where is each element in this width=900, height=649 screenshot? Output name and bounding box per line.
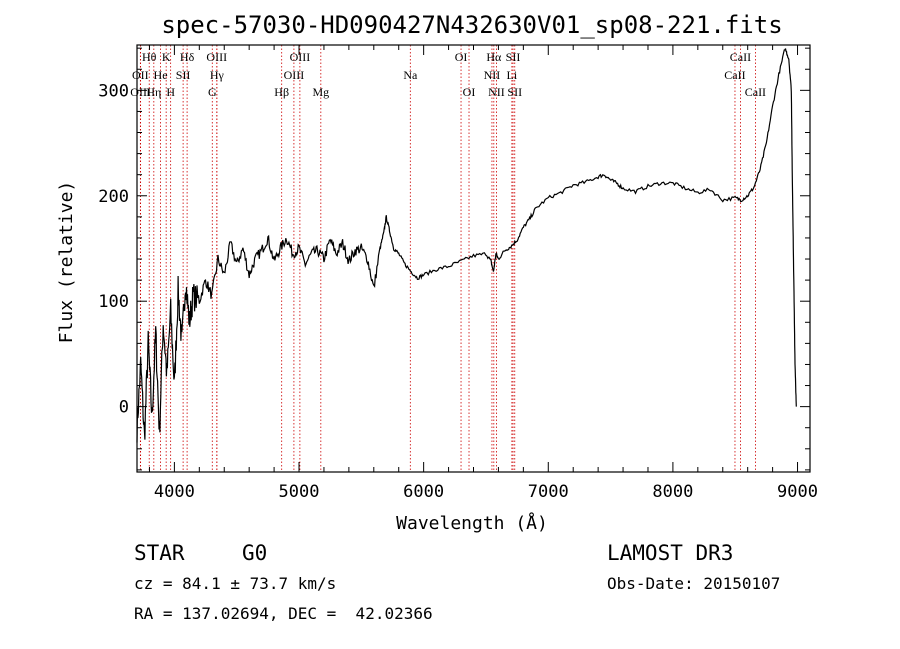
marker-label-16: Na	[403, 68, 418, 82]
marker-label-10: Hγ	[210, 68, 225, 82]
marker-label-22: SII	[506, 50, 521, 64]
marker-label-12: Hβ	[274, 85, 289, 99]
marker-label-26: CaII	[724, 68, 745, 82]
marker-label-14: OIII	[284, 68, 305, 82]
coordinates: RA = 137.02694, DEC = 42.02366	[134, 604, 433, 623]
marker-label-6: H	[166, 85, 175, 99]
marker-label-5: K	[162, 50, 171, 64]
x-tick-label: 4000	[154, 482, 195, 502]
marker-label-8: Hδ	[180, 50, 195, 64]
x-tick-label: 6000	[403, 482, 444, 502]
marker-label-18: OI	[463, 85, 476, 99]
observation-date: Obs-Date: 20150107	[607, 574, 781, 593]
x-axis-label: Wavelength (Å)	[396, 512, 548, 534]
chart-title: spec-57030-HD090427N432630V01_sp08-221.f…	[161, 11, 782, 39]
marker-label-20: NII	[484, 68, 501, 82]
marker-label-1: OII	[132, 68, 149, 82]
marker-label-27: CaII	[745, 85, 766, 99]
marker-label-24: SII	[507, 85, 522, 99]
marker-label-25: CaII	[730, 50, 751, 64]
spectral-line-markers	[139, 45, 756, 472]
survey-name: LAMOST DR3	[607, 541, 734, 565]
marker-label-11: G	[208, 85, 217, 99]
marker-label-0: Hθ	[142, 50, 157, 64]
y-tick-label: 300	[98, 81, 129, 101]
y-tick-label: 0	[119, 398, 129, 418]
marker-label-19: Hα	[486, 50, 502, 64]
marker-label-9: OIII	[206, 50, 227, 64]
marker-label-2: OIII	[130, 85, 151, 99]
x-tick-label: 9000	[777, 482, 818, 502]
marker-label-13: OIII	[290, 50, 311, 64]
spectrum-line	[136, 48, 797, 443]
marker-label-17: OI	[455, 50, 468, 64]
x-tick-label: 5000	[279, 482, 320, 502]
marker-label-4: He	[154, 68, 168, 82]
marker-label-21: NII	[488, 85, 505, 99]
y-tick-label: 100	[98, 292, 129, 312]
marker-label-15: Mg	[312, 85, 329, 99]
marker-label-3: Hη	[146, 85, 161, 99]
object-class: STAR	[134, 541, 185, 565]
object-subclass: G0	[242, 541, 268, 565]
y-axis: 0 100 200 300	[98, 47, 810, 471]
redshift-velocity: cz = 84.1 ± 73.7 km/s	[134, 574, 337, 593]
x-axis: 4000 5000 6000 7000 8000 9000	[148, 45, 818, 502]
y-tick-label: 200	[98, 187, 129, 207]
marker-label-7: SII	[176, 68, 191, 82]
marker-label-23: Li	[507, 68, 518, 82]
x-tick-label: 8000	[652, 482, 693, 502]
y-axis-label: Flux (relative)	[56, 181, 77, 344]
x-tick-label: 7000	[528, 482, 569, 502]
